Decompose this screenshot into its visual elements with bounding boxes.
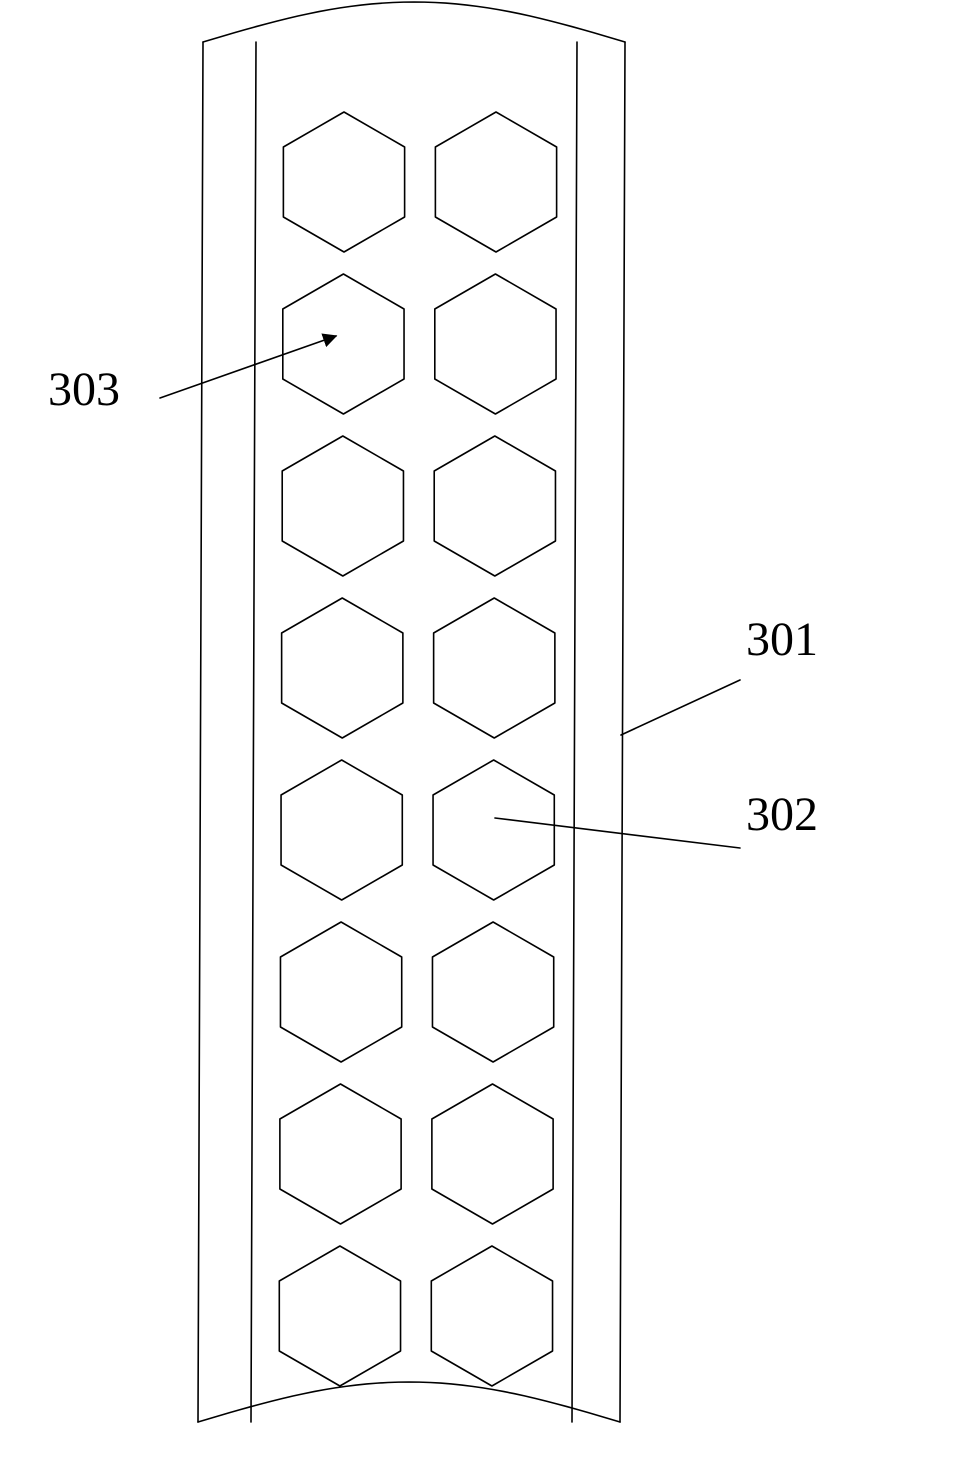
hex-hole [431, 1246, 552, 1386]
hex-hole [432, 1084, 553, 1224]
hex-hole [283, 112, 404, 252]
callout-302: 302 [495, 788, 818, 848]
callout-label: 303 [48, 363, 120, 416]
hex-hole [282, 598, 403, 738]
leader-line [495, 818, 740, 848]
leader-line [621, 680, 740, 735]
hex-hole [434, 436, 555, 576]
callout-303: 303 [48, 336, 336, 416]
hex-hole [283, 274, 404, 414]
hex-hole [435, 112, 556, 252]
callouts: 303 301 302 [48, 336, 818, 848]
hex-hole [279, 1246, 400, 1386]
outer-flange-left [198, 42, 203, 1422]
hex-hole [434, 598, 555, 738]
inner-web-left [251, 42, 256, 1422]
hex-hole [433, 760, 554, 900]
callout-label: 302 [746, 788, 818, 841]
hexagon-array [279, 112, 556, 1386]
hex-hole [280, 1084, 401, 1224]
hex-hole [280, 922, 401, 1062]
inner-web-right [572, 42, 577, 1422]
outer-flange-right [620, 42, 625, 1422]
top-break-line [203, 2, 625, 42]
hex-hole [432, 922, 553, 1062]
callout-301: 301 [621, 613, 818, 735]
hex-hole [435, 274, 556, 414]
hex-hole [282, 436, 403, 576]
bottom-break-line [198, 1382, 620, 1422]
hex-hole [281, 760, 402, 900]
leader-line [160, 336, 336, 398]
callout-label: 301 [746, 613, 818, 666]
beam-group [198, 2, 625, 1422]
